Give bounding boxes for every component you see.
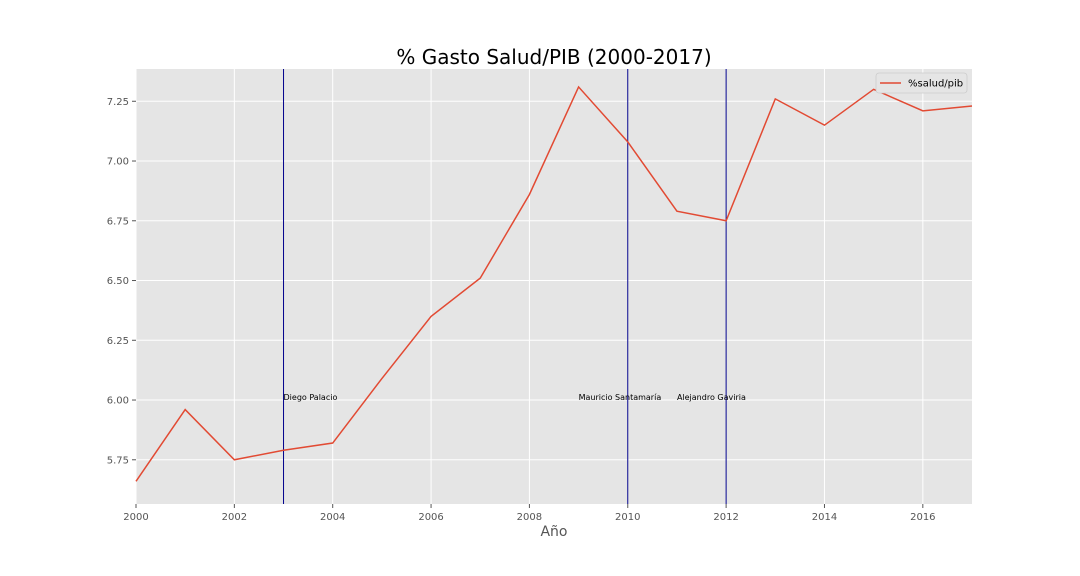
x-tick-label: 2014: [812, 512, 837, 523]
y-tick-label: 7.00: [107, 157, 129, 168]
x-tick-label: 2000: [123, 512, 148, 523]
x-tick-label: 2010: [615, 512, 640, 523]
chart-title: % Gasto Salud/PIB (2000-2017): [396, 45, 711, 69]
y-axis-ticks: 5.75 6.00 6.25 6.50 6.75 7.00 7.25: [107, 97, 136, 466]
annotation-label: Diego Palacio: [284, 393, 338, 402]
y-tick-label: 6.00: [107, 396, 129, 407]
annotation-labels: Diego Palacio Mauricio Santamaría Alejandr…: [284, 393, 746, 402]
x-axis-ticks: 2000 2002 2004 2006 2008 2010 2012 2014 2016: [123, 504, 936, 523]
annotation-label: Mauricio Santamaría: [579, 393, 662, 402]
x-axis-label: Año: [540, 524, 567, 540]
x-tick-label: 2002: [222, 512, 247, 523]
series-lines: [135, 85, 973, 482]
y-tick-label: 5.75: [107, 455, 129, 466]
legend-label: %salud/pib: [908, 79, 963, 90]
plot-area: [136, 69, 972, 504]
x-tick-label: 2004: [320, 512, 345, 523]
x-tick-label: 2008: [517, 512, 542, 523]
y-tick-label: 6.75: [107, 216, 129, 227]
series-line: [135, 85, 973, 482]
legend-box: [875, 72, 968, 94]
y-tick-label: 6.25: [107, 336, 129, 347]
y-tick-label: 7.25: [107, 97, 129, 108]
x-tick-label: 2016: [910, 512, 935, 523]
x-tick-label: 2012: [713, 512, 738, 523]
x-tick-label: 2006: [418, 512, 443, 523]
y-tick-label: 6.50: [107, 276, 129, 287]
annotation-label: Alejandro Gaviria: [677, 393, 746, 402]
legend: %salud/pib: [875, 72, 968, 94]
